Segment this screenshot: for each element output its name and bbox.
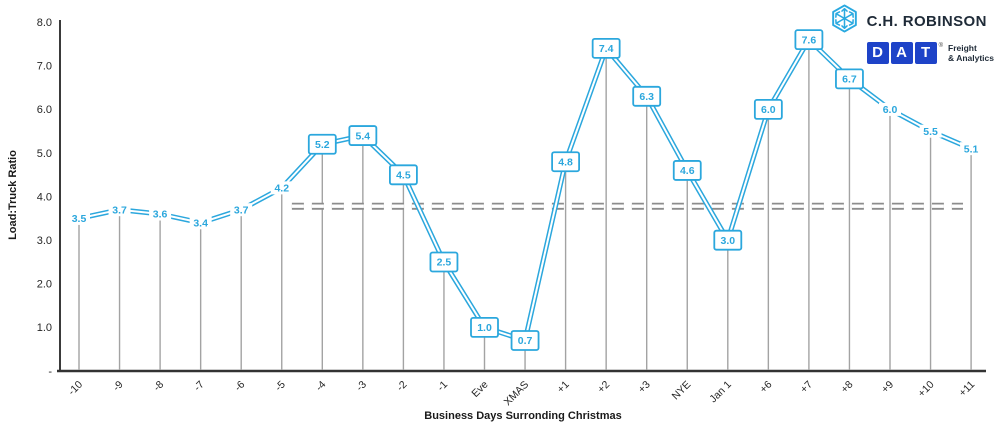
- data-label: 6.0: [761, 104, 776, 116]
- x-tick-label: +10: [916, 379, 937, 400]
- x-tick-label: +2: [595, 379, 612, 396]
- dat-letter-a: A: [890, 42, 913, 64]
- data-label-box: [672, 160, 702, 181]
- dat-tagline: Freight & Analytics: [948, 43, 994, 63]
- data-label: 5.5: [923, 126, 938, 138]
- x-tick-label: -8: [151, 379, 166, 394]
- data-label-box: [794, 29, 824, 51]
- y-tick-label: 1.0: [37, 322, 52, 334]
- data-label: 4.2: [274, 183, 289, 195]
- y-tick-label: 5.0: [37, 148, 52, 160]
- data-label-box: [713, 229, 743, 251]
- data-label: 3.4: [193, 217, 208, 229]
- y-tick-label: 8.0: [37, 17, 52, 29]
- data-label-bg: [149, 207, 172, 221]
- y-tick-label: 4.0: [37, 191, 52, 203]
- data-label: 5.1: [964, 143, 979, 155]
- data-label-bg: [230, 203, 253, 217]
- data-label-box: [510, 330, 540, 351]
- chrobinson-wordmark: C.H. ROBINSON: [866, 12, 987, 30]
- y-tick-label: -: [48, 366, 52, 378]
- y-tick-label: 3.0: [37, 235, 52, 247]
- x-tick-label: +8: [839, 379, 856, 396]
- data-label: 3.0: [720, 235, 735, 247]
- x-tick-label: Jan 1: [707, 379, 734, 406]
- data-label-box: [753, 99, 783, 120]
- x-tick-label: -7: [192, 379, 207, 394]
- y-axis-title: Load:Truck Ratio: [7, 150, 19, 240]
- dat-letter-d: D: [866, 42, 889, 64]
- data-label: 7.6: [802, 34, 817, 46]
- dat-tagline-line2: & Analytics: [948, 52, 994, 63]
- data-label-box: [591, 37, 621, 59]
- data-label-box: [307, 133, 337, 155]
- data-label: 5.4: [356, 130, 371, 142]
- x-tick-label: -1: [435, 379, 450, 394]
- x-axis-title: Business Days Surronding Christmas: [424, 410, 622, 422]
- data-label: 1.0: [477, 322, 492, 334]
- chrobinson-logo: C.H. ROBINSON: [829, 3, 994, 39]
- x-tick-label: -10: [66, 379, 85, 398]
- data-label: 3.5: [72, 213, 87, 225]
- data-label-bg: [879, 102, 901, 116]
- data-label: 0.7: [518, 335, 533, 347]
- dat-logo: D A T ® Freight & Analytics: [866, 42, 994, 64]
- x-tick-label: +11: [957, 379, 978, 400]
- registered-mark: ®: [938, 43, 944, 49]
- y-tick-label: 7.0: [37, 61, 52, 73]
- data-label-box: [551, 151, 580, 173]
- x-tick-label: -2: [394, 379, 409, 394]
- x-tick-label: Eve: [469, 379, 490, 400]
- logo-block: C.H. ROBINSON D A T ® Freight & Analytic…: [829, 3, 994, 64]
- x-tick-label: +6: [758, 379, 775, 396]
- x-tick-label: +1: [555, 379, 572, 396]
- data-label-box: [632, 85, 662, 107]
- data-label: 7.4: [599, 43, 614, 55]
- x-tick-label: +7: [798, 379, 815, 396]
- data-label: 5.2: [315, 139, 330, 151]
- data-label: 3.7: [234, 204, 249, 216]
- x-tick-label: -6: [232, 379, 247, 394]
- data-label-box: [388, 164, 418, 186]
- data-label-bg: [919, 124, 942, 138]
- chrobinson-hexagon-icon: [829, 3, 860, 39]
- data-label: 3.6: [153, 209, 168, 221]
- x-tick-label: +9: [879, 379, 896, 396]
- x-tick-label: XMAS: [502, 379, 532, 409]
- x-tick-label: -4: [313, 379, 328, 394]
- x-tick-label: -9: [111, 379, 126, 394]
- data-label: 6.3: [639, 91, 654, 103]
- y-tick-label: 2.0: [37, 279, 52, 291]
- x-tick-label: -5: [273, 379, 288, 394]
- y-tick-label: 6.0: [37, 104, 52, 116]
- data-label: 4.6: [680, 165, 695, 177]
- data-label-bg: [189, 216, 212, 230]
- data-label-bg: [960, 142, 983, 156]
- data-label-box: [835, 68, 864, 90]
- x-tick-label: NYE: [670, 379, 694, 403]
- data-label-box: [348, 125, 378, 146]
- data-label-bg: [108, 203, 131, 217]
- data-label: 2.5: [437, 257, 452, 269]
- data-label: 4.8: [558, 156, 573, 168]
- dat-tagline-line1: Freight: [948, 43, 977, 53]
- x-tick-label: -3: [354, 379, 369, 394]
- x-tick-label: +3: [636, 379, 653, 396]
- data-label-bg: [68, 211, 90, 225]
- data-label: 6.0: [883, 104, 898, 116]
- data-label-bg: [270, 181, 293, 195]
- dat-letter-t: T: [914, 42, 937, 64]
- data-label: 4.5: [396, 170, 411, 182]
- data-label-box: [429, 251, 459, 273]
- data-label: 6.7: [842, 74, 857, 86]
- data-label: 3.7: [112, 204, 127, 216]
- data-label-box: [470, 316, 499, 338]
